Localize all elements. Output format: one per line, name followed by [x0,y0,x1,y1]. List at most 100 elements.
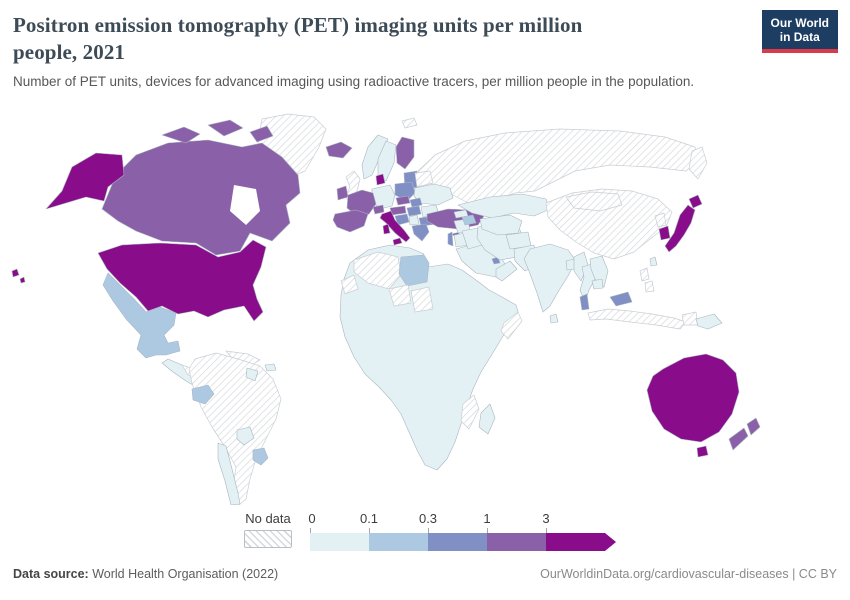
chart-header: Positron emission tomography (PET) imagi… [13,12,753,90]
legend-bin-0.3-1 [428,533,487,551]
world-choropleth-map [10,113,840,505]
owid-logo: Our World in Data [761,10,838,53]
country-taiwan[interactable] [649,256,658,267]
country-kamchatka[interactable] [688,146,708,180]
country-yemen_oman[interactable] [495,260,518,282]
owid-link[interactable]: OurWorldinData.org/cardiovascular-diseas… [540,567,837,581]
country-nz_north[interactable] [746,417,761,436]
country-ukraine[interactable] [413,183,454,206]
country-tasmania[interactable] [696,445,709,458]
country-mozambique[interactable] [460,394,480,430]
country-arctic2[interactable] [207,119,244,137]
legend-bin-0.1-0.3 [369,533,428,551]
country-slovakia[interactable] [409,197,423,208]
country-indonesia[interactable] [587,308,687,330]
country-belarus[interactable] [414,170,434,188]
country-western_sahara[interactable] [340,274,359,295]
country-png[interactable] [695,313,723,330]
country-south_korea[interactable] [658,225,671,241]
data-source-value: World Health Organisation (2022) [88,567,279,581]
country-niger[interactable] [388,284,412,307]
country-hawaii2[interactable] [19,276,26,284]
country-alaska[interactable] [45,152,125,210]
country-australia[interactable] [646,353,740,443]
owid-logo-line-2: in Data [779,30,820,44]
tick-label-0.1: 0.1 [359,511,379,526]
country-somalia[interactable] [500,311,523,340]
country-mongolia[interactable] [565,191,623,212]
country-usa[interactable] [97,239,267,322]
country-italy[interactable] [379,210,411,243]
map-legend: No data 0 0.1 0.3 1 3 [244,511,624,553]
country-libya[interactable] [398,254,430,287]
country-chile[interactable] [217,442,241,505]
country-kazakhstan[interactable] [457,193,551,219]
country-hungary[interactable] [406,205,422,217]
country-cambodia[interactable] [591,278,604,290]
country-germany[interactable] [371,184,396,210]
country-ecuador[interactable] [191,384,215,405]
country-sardinia[interactable] [382,223,391,235]
country-paraguay[interactable] [236,426,255,446]
world-map-svg [11,113,761,505]
country-sicily[interactable] [392,237,403,246]
country-madagascar[interactable] [478,403,496,435]
page-title: Positron emission tomography (PET) imagi… [13,12,753,66]
country-switzerland[interactable] [372,204,385,215]
country-iceland[interactable] [325,141,353,159]
legend-color-bar[interactable] [310,533,622,551]
country-czechia[interactable] [395,195,411,206]
country-denmark[interactable] [375,173,386,186]
legend-no-data: No data [244,511,292,548]
country-hawaii1[interactable] [11,268,20,278]
country-bangladesh[interactable] [565,258,576,271]
country-canada[interactable] [101,139,301,256]
country-russia[interactable] [417,128,699,206]
country-philippines1[interactable] [639,267,650,282]
legend-bin-0-0.1 [310,533,369,551]
country-vietnam[interactable] [589,255,609,288]
country-chad[interactable] [410,286,434,313]
country-uruguay[interactable] [252,447,269,466]
country-west_papua[interactable] [681,311,699,326]
country-serbia[interactable] [408,214,420,226]
country-arctic3[interactable] [249,125,274,143]
legend-arrow-icon [605,533,616,551]
tick-label-0.3: 0.3 [418,511,438,526]
country-guyana[interactable] [245,367,259,382]
data-source-label: Data source: [13,567,89,581]
country-finland[interactable] [395,136,415,170]
country-malaysia_borneo[interactable] [609,291,633,307]
country-poland[interactable] [394,181,416,202]
legend-bar-column: 0 0.1 0.3 1 3 [308,511,622,551]
legend-tickmarks [310,528,622,533]
country-mexico[interactable] [102,272,181,359]
country-algeria[interactable] [353,251,402,290]
no-data-swatch[interactable] [244,530,292,548]
country-azerbaijan[interactable] [461,214,477,226]
country-greece[interactable] [411,223,430,242]
legend-tick-labels: 0 0.1 0.3 1 3 [308,511,622,527]
data-source: Data source: World Health Organisation (… [13,567,278,582]
country-philippines2[interactable] [644,280,655,293]
country-israel[interactable] [447,231,454,247]
country-central_asia[interactable] [479,214,523,236]
tick-label-0: 0 [308,511,316,526]
country-nz_south[interactable] [728,427,749,451]
country-japan[interactable] [664,204,696,253]
country-malaysia[interactable] [579,293,590,311]
title-line-1: Positron emission tomography (PET) imagi… [13,13,583,37]
no-data-label: No data [245,511,291,526]
country-hokkaido[interactable] [688,194,703,209]
country-svalbard[interactable] [401,117,418,129]
tick-label-3: 3 [542,511,550,526]
country-india[interactable] [523,243,577,313]
country-north_korea[interactable] [654,212,667,228]
country-iberia[interactable] [332,209,369,233]
country-sri_lanka[interactable] [549,313,559,324]
country-arctic1[interactable] [161,126,201,144]
tick-label-1: 1 [483,511,491,526]
chart-footer: Data source: World Health Organisation (… [13,567,837,582]
country-hispaniola[interactable] [264,363,277,372]
